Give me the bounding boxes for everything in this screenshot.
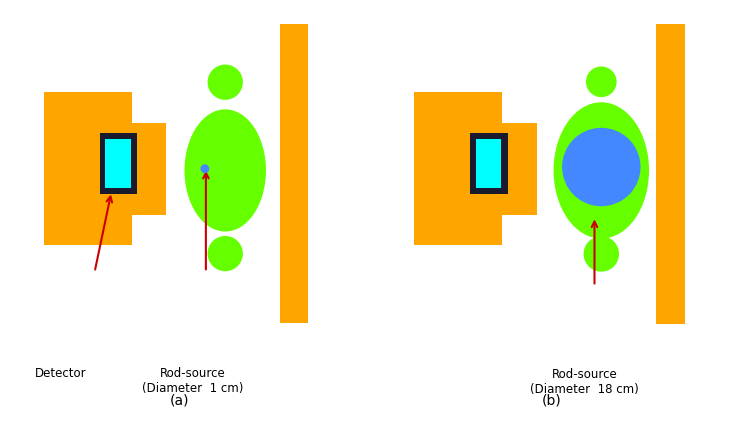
Circle shape — [583, 236, 619, 272]
Bar — [112, 123, 140, 160]
Text: Detector: Detector — [35, 368, 87, 380]
Text: Rod-source
(Diameter  1 cm): Rod-source (Diameter 1 cm) — [142, 368, 244, 395]
Bar — [470, 133, 507, 194]
Bar — [476, 139, 501, 188]
Circle shape — [586, 66, 617, 97]
Circle shape — [207, 65, 243, 100]
Bar — [112, 180, 140, 215]
Circle shape — [207, 236, 243, 271]
Bar — [656, 24, 685, 324]
Bar — [44, 92, 132, 245]
Bar — [482, 180, 511, 215]
Circle shape — [562, 128, 641, 206]
Ellipse shape — [554, 102, 649, 239]
Bar — [280, 24, 308, 323]
Text: (b): (b) — [542, 393, 562, 407]
Bar — [105, 139, 131, 188]
Text: (a): (a) — [169, 393, 189, 407]
Ellipse shape — [184, 109, 266, 232]
Bar — [503, 123, 536, 215]
Bar — [414, 92, 503, 246]
Circle shape — [201, 164, 210, 173]
Bar — [132, 123, 166, 215]
Text: Rod-source
(Diameter  18 cm): Rod-source (Diameter 18 cm) — [530, 368, 639, 396]
Bar — [482, 123, 511, 160]
Bar — [100, 133, 137, 194]
